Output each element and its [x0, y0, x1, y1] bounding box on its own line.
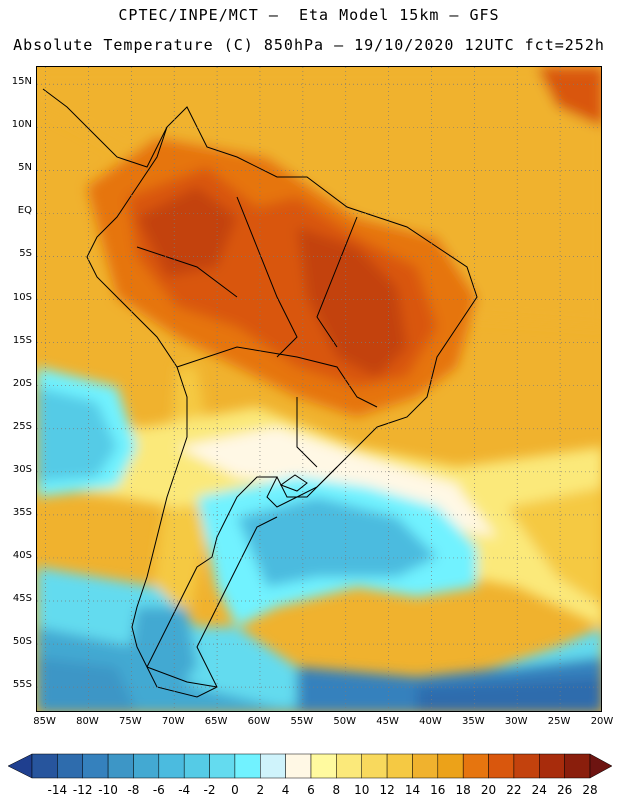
- chart-title-line1: CPTEC/INPE/MCT – Eta Model 15km – GFS: [118, 6, 500, 24]
- colorbar-tick-label: 14: [404, 783, 421, 797]
- latitude-label: 25S: [12, 420, 32, 432]
- longitude-label: 60W: [247, 716, 271, 727]
- longitude-label: 25W: [547, 716, 571, 727]
- colorbar-swatch: [386, 753, 413, 779]
- longitude-label: 80W: [76, 716, 99, 727]
- colorbar-tick-label: -10: [98, 783, 118, 797]
- latitude-label: 15S: [12, 334, 32, 346]
- colorbar-swatch: [564, 753, 591, 779]
- colorbar-swatch: [285, 753, 312, 779]
- chart-title-line2: Absolute Temperature (C) 850hPa – 19/10/…: [13, 36, 605, 54]
- colorbar-tick-label: 16: [430, 783, 446, 797]
- latitude-label: 40S: [12, 549, 32, 561]
- colorbar-swatch: [234, 753, 261, 779]
- temperature-field: [37, 67, 601, 711]
- colorbar-swatch: [462, 753, 489, 779]
- colorbar-swatch: [260, 753, 286, 779]
- map-canvas: [37, 67, 601, 711]
- colorbar-swatch: [158, 753, 185, 779]
- colorbar-swatch: [57, 753, 83, 779]
- coastlines: [42, 88, 478, 698]
- colorbar-swatch: [107, 753, 134, 779]
- colorbar-max-arrow: [589, 753, 613, 779]
- longitude-label: 85W: [33, 716, 56, 727]
- colorbar-swatch: [82, 753, 109, 779]
- longitude-label: 55W: [290, 716, 314, 727]
- longitude-label: 45W: [376, 716, 399, 727]
- latitude-label: 35S: [12, 506, 32, 518]
- colorbar-tick-label: 8: [332, 783, 341, 797]
- latitude-label: 20S: [12, 377, 32, 389]
- colorbar-tick-label: 28: [582, 783, 598, 797]
- colorbar-swatch: [310, 753, 337, 779]
- colorbar-tick-label: 12: [379, 783, 395, 797]
- colorbar-tick-label: 6: [307, 783, 315, 797]
- colorbar-tick-label: 22: [506, 783, 522, 797]
- latitude-label: 10S: [12, 291, 32, 303]
- colorbar-swatch: [209, 753, 236, 779]
- colorbar-tick-label: 2: [256, 783, 265, 797]
- longitude-label: 40W: [419, 716, 442, 727]
- longitude-label: 70W: [161, 716, 185, 727]
- latitude-label: EQ: [17, 205, 32, 217]
- colorbar-swatch: [488, 753, 515, 779]
- colorbar-min-arrow: [7, 753, 33, 779]
- colorbar-tick-label: 4: [281, 783, 290, 797]
- colorbar-tick-label: -14: [47, 783, 68, 797]
- colorbar: [7, 753, 613, 779]
- latitude-label: 15N: [11, 76, 32, 88]
- latitude-label: 5N: [18, 162, 32, 174]
- colorbar-tick-label: -12: [72, 783, 93, 797]
- colorbar-tick-label: 0: [231, 783, 239, 797]
- colorbar-tick-label: -2: [203, 783, 216, 797]
- colorbar-tick-label: 20: [480, 783, 497, 797]
- latitude-label: 55S: [12, 679, 32, 691]
- latitude-label: 10N: [11, 119, 32, 131]
- latitude-label: 5S: [19, 248, 32, 260]
- longitude-label: 35W: [462, 716, 485, 727]
- latitude-label: 50S: [12, 636, 32, 648]
- colorbar-tick-label: -8: [127, 783, 140, 797]
- colorbar-tick-label: 26: [556, 783, 573, 797]
- temperature-map: [36, 66, 602, 712]
- colorbar-tick-label: 10: [354, 783, 370, 797]
- longitude-label: 65W: [204, 716, 228, 727]
- longitude-label: 30W: [504, 716, 528, 727]
- colorbar-swatch: [513, 753, 540, 779]
- colorbar-swatch: [336, 753, 362, 779]
- colorbar-swatch: [183, 753, 210, 779]
- colorbar-tick-label: 24: [531, 783, 547, 797]
- longitude-label: 50W: [333, 716, 357, 727]
- colorbar-swatch: [361, 753, 388, 779]
- colorbar-swatch: [133, 753, 160, 779]
- colorbar-swatch: [539, 753, 565, 779]
- latitude-label: 30S: [12, 463, 32, 475]
- colorbar-tick-label: 18: [455, 783, 471, 797]
- colorbar-swatch: [437, 753, 464, 779]
- longitude-label: 20W: [590, 716, 614, 727]
- colorbar-swatch: [412, 753, 439, 779]
- colorbar-tick-label: -6: [152, 783, 165, 797]
- latitude-label: 45S: [12, 593, 32, 605]
- colorbar-tick-label: -4: [178, 783, 191, 797]
- longitude-label: 75W: [119, 716, 142, 727]
- colorbar-swatch: [31, 753, 58, 779]
